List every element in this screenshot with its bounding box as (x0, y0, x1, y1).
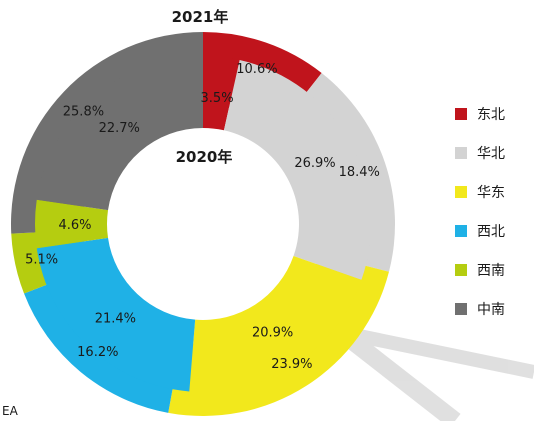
slice-2020-southwest (35, 199, 109, 249)
label-2021-southwest: 5.1% (25, 252, 58, 267)
data-labels: 10.6% 18.4% 23.9% 16.2% 5.1% 25.8% 3.5% 26.9% 20… (25, 62, 380, 372)
label-2020-northwest: 21.4% (95, 311, 136, 326)
legend-swatch-southwest (455, 264, 467, 276)
inner-ring-title: 2020年 (176, 148, 233, 166)
legend-label-north: 华北 (477, 146, 505, 162)
donut-hole (108, 129, 298, 319)
label-2020-northeast: 3.5% (201, 91, 234, 106)
slice-2020-central-south (36, 56, 203, 211)
legend-swatch-northeast (455, 108, 467, 120)
outer-ring-title: 2021年 (172, 8, 229, 26)
legend-label-east: 华东 (477, 185, 505, 201)
label-2021-northwest: 16.2% (77, 345, 118, 360)
slice-2020-east (189, 255, 362, 392)
legend-swatch-east (455, 186, 467, 198)
label-2021-north: 18.4% (339, 165, 380, 180)
legend-label-northeast: 东北 (477, 107, 505, 123)
label-2020-east: 20.9% (252, 325, 293, 340)
label-2020-north: 26.9% (294, 156, 335, 171)
legend-label-northwest: 西北 (477, 224, 505, 240)
legend-label-southwest: 西南 (477, 263, 505, 279)
legend-swatch-central-south (455, 303, 467, 315)
donut-rings (10, 32, 395, 416)
label-2021-northeast: 10.6% (236, 62, 277, 77)
label-2020-central-south: 22.7% (99, 121, 140, 136)
label-2021-central-south: 25.8% (63, 104, 104, 119)
legend-label-central-south: 中南 (477, 302, 505, 318)
source-text: EA (2, 404, 19, 418)
legend-swatch-northwest (455, 225, 467, 237)
slice-2020-northeast (203, 56, 240, 131)
label-2021-east: 23.9% (271, 357, 312, 372)
legend-swatch-north (455, 147, 467, 159)
slice-2020-north (223, 60, 371, 280)
slice-2020-northwest (36, 237, 196, 392)
label-2020-southwest: 4.6% (58, 218, 91, 233)
